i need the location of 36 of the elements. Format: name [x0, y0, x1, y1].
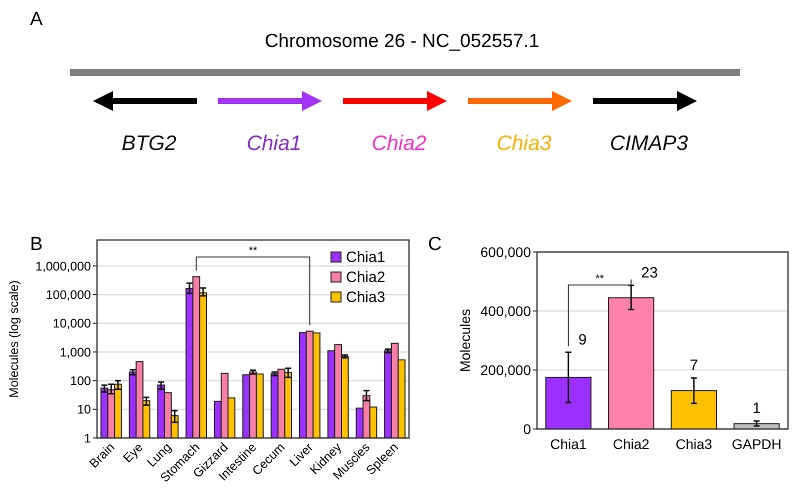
y-tick-label: 600,000: [480, 244, 532, 260]
text: Chia2: [372, 132, 427, 155]
legend-label: Chia3: [346, 289, 386, 306]
text: Chia3: [496, 132, 552, 155]
annotation: **: [595, 273, 605, 285]
annotation: 23: [641, 264, 658, 282]
y-tick-label: 400,000: [480, 302, 532, 319]
y-tick-label: 1: [84, 431, 92, 446]
text: Chromosome 26 - NC_052557.1: [264, 31, 540, 52]
annotation: 9: [578, 331, 587, 348]
text: Chia1: [246, 132, 302, 155]
text: B: [30, 234, 43, 255]
x-tick-label: Chia2: [612, 436, 650, 452]
y-tick-label: 1,000: [60, 345, 92, 360]
y-tick-label: 0: [523, 420, 532, 437]
annotation: 7: [690, 356, 698, 374]
y-tick-label: 10,000: [52, 316, 92, 331]
y-tick-label: 100,000: [46, 288, 92, 302]
x-tick-label: GAPDH: [732, 436, 782, 452]
y-tick-label: 10: [77, 402, 92, 417]
x-tick-label: Eye: [120, 440, 146, 466]
text: BTG2: [122, 132, 177, 155]
y-tick-label: 200,000: [480, 362, 532, 378]
y-tick-label: 100: [70, 374, 92, 388]
y-axis-title: Molecules (log scale): [7, 280, 21, 398]
y-tick-label: 1,000,000: [35, 259, 92, 274]
legend-label: Chia1: [346, 249, 386, 266]
text: C: [428, 234, 442, 255]
text: CIMAP3: [610, 132, 688, 155]
x-tick-label: Chia3: [676, 436, 712, 452]
legend-label: Chia2: [346, 269, 386, 286]
y-axis-title: Molecules: [457, 308, 473, 372]
annotation: **: [248, 245, 258, 257]
x-tick-label: Chia1: [550, 436, 587, 452]
text: A: [30, 9, 43, 30]
annotation: 1: [752, 400, 761, 418]
